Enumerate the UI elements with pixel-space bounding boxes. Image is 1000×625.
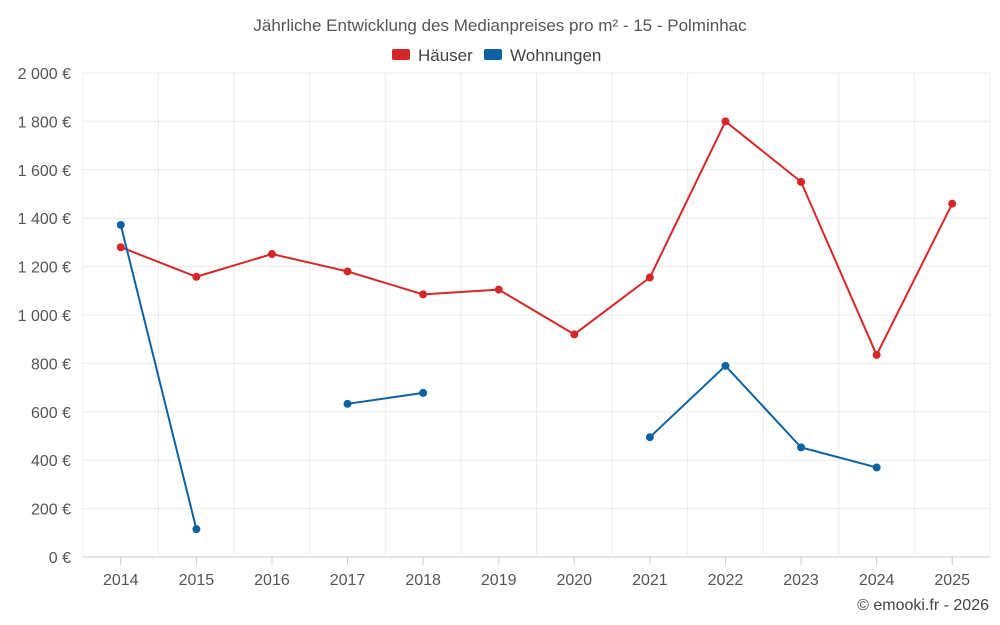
series-wohnungen-point [192,525,201,534]
series-haeuser-point [116,243,125,252]
x-tick-label: 2018 [405,572,441,589]
x-tick-label: 2015 [179,572,215,589]
legend-label: Wohnungen [510,46,601,65]
x-tick-label: 2017 [330,572,366,589]
series-haeuser-point [645,273,654,282]
y-tick-label: 200 € [31,502,71,519]
series-haeuser-point [419,290,428,299]
series-wohnungen [116,220,881,534]
series-wohnungen-line [347,391,424,405]
y-tick-label: 2 000 € [18,66,71,83]
y-tick-label: 0 € [49,550,71,567]
x-tick-label: 2016 [254,572,290,589]
y-tick-label: 1 000 € [18,308,71,325]
series-haeuser-point [872,350,881,359]
x-tick-label: 2023 [783,572,819,589]
legend-label: Häuser [418,46,473,65]
legend-swatch [392,49,410,60]
x-tick-label: 2019 [481,572,517,589]
chart-title: Jährliche Entwicklung des Medianpreises … [253,16,747,35]
grid [82,72,991,558]
series-wohnungen-point [721,361,730,370]
y-tick-label: 1 600 € [18,163,71,180]
series-wohnungen-point [645,433,654,442]
series-wohnungen-line [649,364,877,469]
x-tick-label: 2014 [103,572,139,589]
series-haeuser-point [797,177,806,186]
y-tick-label: 600 € [31,405,71,422]
series-haeuser [116,117,957,359]
x-tick-label: 2020 [556,572,592,589]
series-haeuser-point [948,199,957,208]
y-tick-label: 800 € [31,356,71,373]
x-tick-label: 2022 [708,572,744,589]
series-haeuser-point [721,117,730,126]
legend: Häuser Wohnungen [392,46,601,65]
y-tick-label: 400 € [31,453,71,470]
series-wohnungen-point [343,399,352,408]
series-layer [116,117,957,534]
y-tick-label: 1 800 € [18,114,71,131]
series-haeuser-point [343,267,352,276]
series-wohnungen-point [872,463,881,472]
y-axis: 0 € 200 € 400 € 600 € 800 € 1 000 € 1 200 € 1 4… [18,66,71,567]
series-wohnungen-line [119,224,198,530]
x-tick-label: 2024 [859,572,895,589]
series-haeuser-point [267,250,276,259]
y-tick-label: 1 200 € [18,260,71,277]
series-wohnungen-point [116,220,125,229]
credit: © emooki.fr - 2026 [857,597,989,614]
y-tick-label: 1 400 € [18,211,71,228]
legend-swatch [484,49,502,60]
x-axis: 2014 2015 2016 2017 2018 2019 2020 2021 2022 2023… [103,557,970,589]
series-haeuser-point [494,285,503,294]
series-wohnungen-point [797,443,806,452]
series-haeuser-point [570,330,579,339]
series-haeuser-line [120,120,954,356]
series-wohnungen-point [419,388,428,397]
x-tick-label: 2021 [632,572,668,589]
series-haeuser-point [192,272,201,281]
x-tick-label: 2025 [934,572,970,589]
